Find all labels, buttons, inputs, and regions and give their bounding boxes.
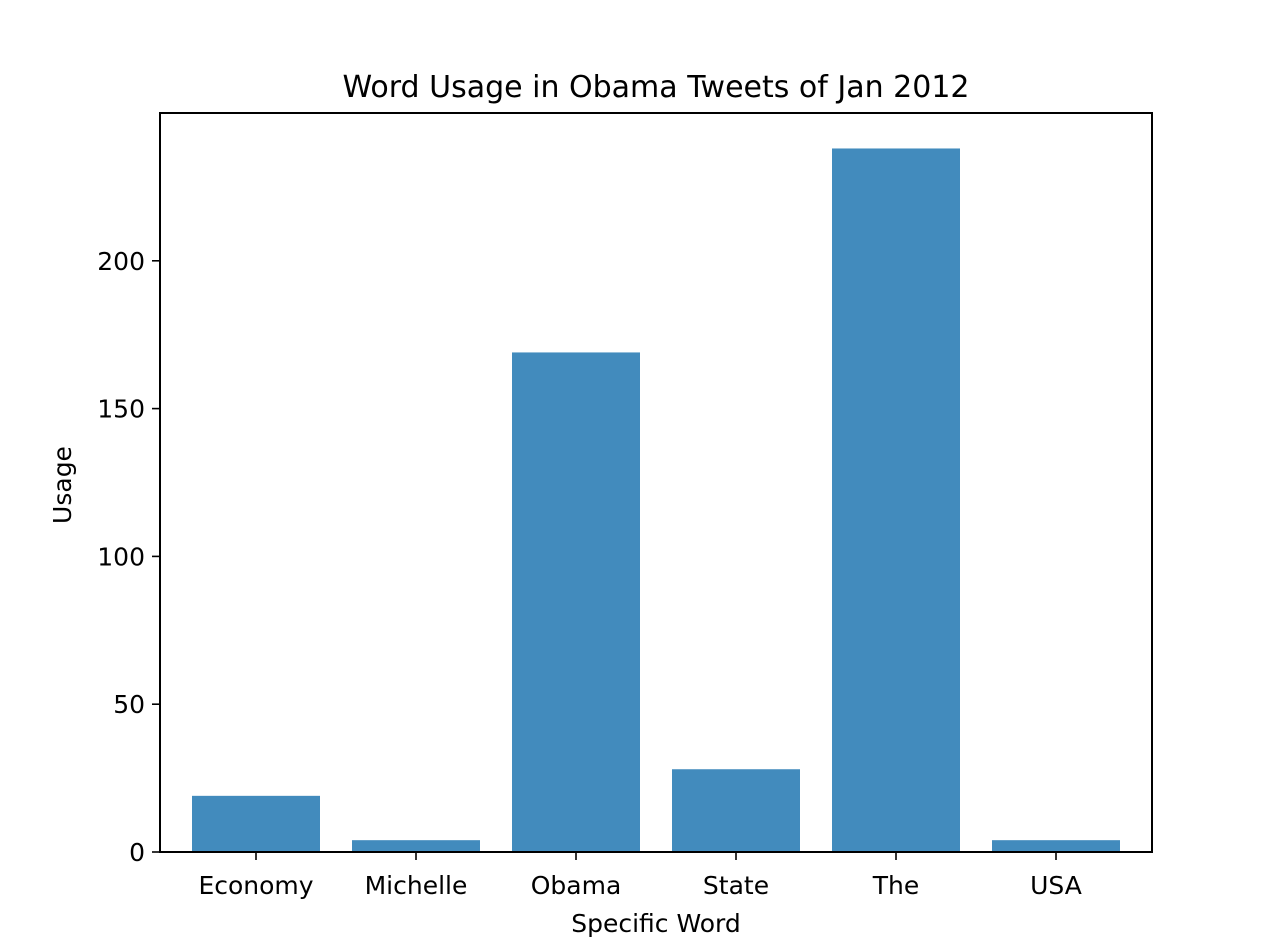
x-axis-ticks: Economy Michelle Obama State The USA (198, 852, 1082, 900)
y-tick-label: 50 (113, 690, 145, 719)
plot-frame (159, 112, 1153, 853)
x-tick-label: Economy (198, 871, 313, 900)
bar-economy (192, 795, 320, 852)
y-tick-label: 0 (129, 838, 145, 867)
x-axis-label: Specific Word (571, 909, 741, 938)
x-tick-label: Obama (531, 871, 622, 900)
x-tick-label: The (872, 871, 920, 900)
bar-the (832, 148, 960, 853)
x-tick-label: USA (1030, 871, 1082, 900)
bars-group (192, 148, 1120, 853)
bar-obama (512, 352, 640, 852)
x-tick-label: Michelle (365, 871, 468, 900)
y-axis-label: Usage (48, 446, 77, 524)
y-tick-label: 150 (97, 395, 145, 424)
chart-title: Word Usage in Obama Tweets of Jan 2012 (342, 70, 969, 105)
y-tick-label: 200 (97, 247, 145, 276)
y-tick-label: 100 (97, 542, 145, 571)
bar-state (672, 769, 800, 852)
bar-michelle (352, 840, 480, 852)
y-axis-ticks: 0 50 100 150 200 (97, 247, 160, 867)
x-tick-label: State (703, 871, 769, 900)
bar-usa (992, 840, 1120, 852)
